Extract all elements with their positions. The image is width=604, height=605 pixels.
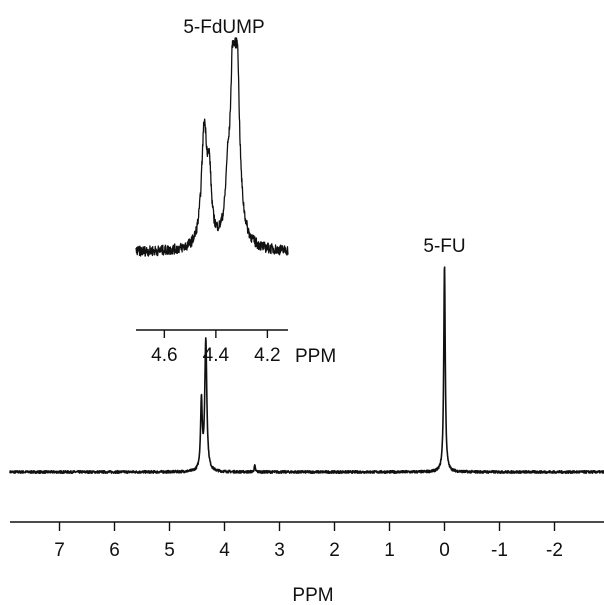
inset-x-tick-labels: 4.6 4.4 4.2: [151, 345, 280, 366]
main-x-tick-label: -2: [546, 540, 563, 561]
main-x-tick-label: 7: [54, 540, 65, 561]
main-x-axis-title: PPM: [292, 585, 333, 605]
main-x-tick-label: 2: [329, 540, 340, 561]
main-x-tick-label: 6: [109, 540, 120, 561]
inset-x-tick-label: 4.6: [151, 345, 177, 366]
main-x-tick-label: 4: [219, 540, 230, 561]
main-x-ticks: [58, 522, 556, 531]
main-x-tick-label: 5: [164, 540, 175, 561]
inset-x-ticks: [163, 330, 269, 338]
inset-spectrum-trace: [135, 37, 289, 257]
main-x-axis: 7 6 5 4 3 2 1 0 -1 -2 PPM: [10, 521, 604, 605]
main-x-tick-labels: 7 6 5 4 3 2 1 0 -1 -2: [54, 540, 563, 561]
main-x-tick-label: 1: [384, 540, 395, 561]
inset-x-tick-label: 4.4: [203, 345, 230, 366]
main-spectrum: 5-FU: [9, 236, 604, 475]
main-x-tick-label: 0: [439, 540, 450, 561]
peak-label-5-fu: 5-FU: [423, 236, 465, 257]
main-x-tick-label: -1: [491, 540, 508, 561]
inset-x-axis: 4.6 4.4 4.2 PPM: [136, 329, 336, 367]
main-spectrum-trace: [9, 266, 604, 475]
inset-spectrum: 5-FdUMP: [135, 17, 289, 257]
inset-title: 5-FdUMP: [183, 17, 264, 38]
inset-x-axis-title: PPM: [295, 346, 336, 367]
inset-x-tick-label: 4.2: [254, 345, 280, 366]
main-x-tick-label: 3: [274, 540, 285, 561]
